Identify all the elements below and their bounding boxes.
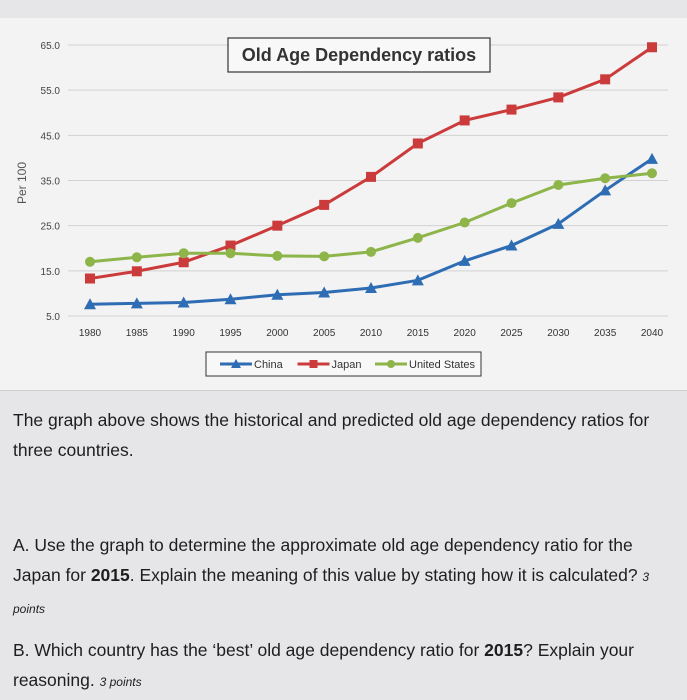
question-a: A. Use the graph to determine the approx…	[13, 530, 678, 624]
line-chart: 5.0 15.0 25.0 35.0 45.0 55.0 65.0 1980 1985 1990 1…	[15, 37, 668, 377]
data-point-square	[178, 257, 189, 268]
data-point-triangle	[411, 274, 424, 286]
series-line	[89, 46, 653, 280]
data-point-circle	[412, 232, 423, 243]
data-point-triangle	[84, 298, 96, 310]
data-point-circle	[553, 180, 564, 191]
series-united-states	[85, 168, 657, 267]
data-point-triangle	[458, 254, 471, 266]
data-point-square	[85, 273, 95, 284]
data-point-circle	[225, 248, 236, 259]
x-tick-label: 1980	[79, 328, 102, 339]
data-point-triangle	[318, 286, 331, 298]
data-point-triangle	[365, 281, 377, 293]
y-tick-label: 45.0	[41, 131, 61, 142]
data-point-square	[366, 171, 376, 182]
x-tick-label: 2040	[641, 328, 664, 339]
legend-label: United States	[409, 359, 476, 371]
question-b-text: B. Which country has the ‘best’ old age …	[13, 640, 485, 660]
x-tick-label: 2030	[547, 328, 570, 339]
data-point-triangle	[646, 152, 658, 164]
y-tick-label: 5.0	[46, 312, 60, 323]
x-tick-label: 2000	[266, 328, 289, 339]
data-point-circle	[319, 251, 330, 262]
data-point-circle	[366, 246, 376, 257]
data-point-circle	[272, 250, 283, 261]
x-tick-label: 2005	[313, 328, 336, 339]
data-point-square	[412, 138, 423, 149]
legend-label: Japan	[332, 359, 362, 371]
data-point-triangle	[505, 239, 518, 251]
data-point-circle	[506, 198, 517, 209]
data-point-square	[309, 360, 318, 368]
y-axis-label: Per 100	[15, 162, 29, 204]
legend-label: China	[254, 359, 284, 371]
x-tick-label: 1995	[219, 328, 242, 339]
legend-item: United States	[375, 359, 476, 371]
legend-item: China	[220, 359, 284, 371]
x-tick-label: 2025	[500, 328, 523, 339]
data-point-triangle	[130, 297, 143, 309]
question-a-points: 3 points	[13, 570, 650, 616]
x-tick-label: 2035	[594, 328, 617, 339]
question-a-text: A. Use the graph to determine the approx…	[13, 535, 633, 585]
data-point-square	[225, 240, 236, 251]
data-point-square	[600, 74, 611, 85]
data-point-triangle	[552, 217, 565, 229]
x-tick-label: 2010	[360, 328, 383, 339]
y-tick-label: 65.0	[41, 41, 61, 52]
question-b-points: 3 points	[99, 675, 142, 689]
series-japan	[85, 42, 657, 284]
question-b-text-end: ? Explain your reasoning.	[13, 640, 634, 690]
data-point-square	[553, 92, 564, 103]
data-point-circle	[178, 248, 189, 259]
data-point-circle	[647, 168, 657, 179]
data-point-triangle	[599, 184, 612, 196]
x-tick-label: 2015	[407, 328, 430, 339]
y-tick-label: 55.0	[41, 86, 61, 97]
series-china	[84, 152, 658, 310]
data-point-triangle	[231, 359, 241, 368]
y-tick-label: 15.0	[41, 267, 61, 278]
data-point-square	[319, 199, 330, 210]
data-point-triangle	[271, 288, 284, 300]
data-point-circle	[131, 252, 142, 263]
chart-panel: 5.0 15.0 25.0 35.0 45.0 55.0 65.0 1980 1985 1990 1…	[0, 18, 687, 391]
question-b: B. Which country has the ‘best’ old age …	[13, 635, 678, 697]
data-point-square	[647, 42, 657, 53]
chart-title-box	[227, 37, 491, 73]
data-point-square	[459, 115, 470, 126]
y-tick-label: 25.0	[41, 222, 61, 233]
data-point-circle	[459, 217, 470, 228]
x-tick-label: 1985	[126, 328, 149, 339]
data-point-circle	[85, 256, 95, 267]
data-point-triangle	[177, 296, 190, 308]
y-tick-label: 35.0	[41, 177, 61, 188]
question-a-text-end: . Explain the meaning of this value by s…	[129, 565, 643, 585]
data-point-square	[506, 104, 517, 115]
legend-item: Japan	[297, 359, 362, 371]
data-point-circle	[387, 360, 395, 368]
question-a-year: 2015	[90, 565, 130, 585]
chart-title: Old Age Dependency ratios	[242, 45, 476, 65]
intro-sentence: The graph above shows the historical and…	[13, 410, 650, 460]
data-point-square	[131, 266, 142, 277]
question-b-year: 2015	[484, 640, 524, 660]
data-point-square	[272, 220, 283, 231]
intro-text: The graph above shows the historical and…	[13, 405, 678, 465]
data-point-circle	[600, 173, 611, 184]
data-point-triangle	[224, 293, 237, 305]
x-tick-label: 1990	[173, 328, 196, 339]
x-tick-label: 2020	[454, 328, 477, 339]
